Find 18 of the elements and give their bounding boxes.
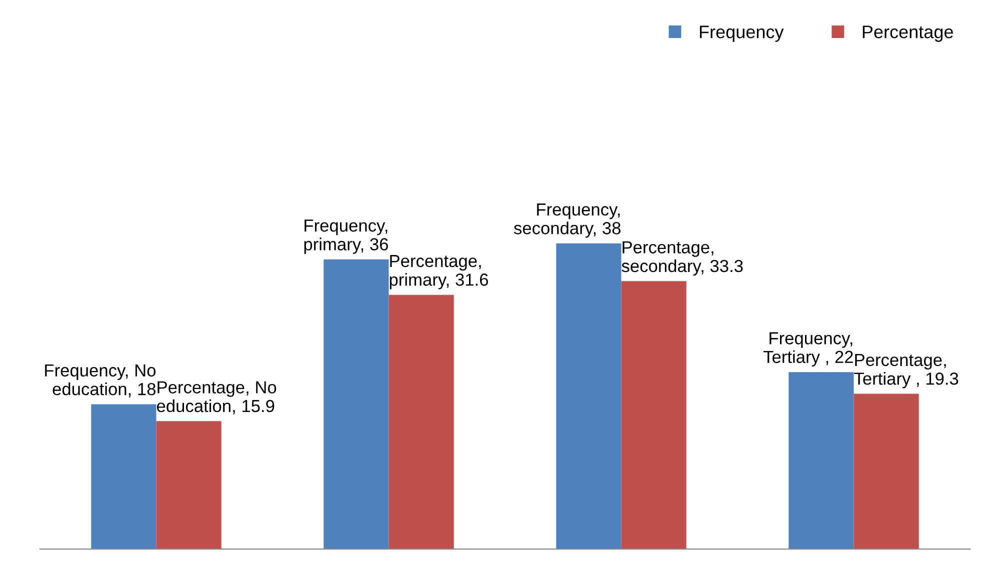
data-label: Percentage, No education, 15.9 (156, 381, 276, 414)
data-label: Percentage, Tertiary , 19.3 (854, 354, 958, 388)
bar (621, 281, 686, 550)
bar (388, 294, 454, 550)
data-label: Percentage, secondary, 33.3 (622, 241, 743, 276)
legend-label: Percentage (862, 26, 953, 42)
bar (156, 421, 222, 550)
bar (556, 243, 622, 550)
legend-label: Frequency (700, 26, 784, 42)
bar (324, 259, 389, 550)
data-label: Percentage, primary, 31.6 (390, 255, 488, 290)
data-label: Frequency, Tertiary , 22 (763, 332, 853, 367)
bar (91, 404, 156, 550)
bar (788, 372, 854, 550)
data-label: Frequency, primary, 36 (304, 220, 388, 254)
data-label: Frequency, secondary, 38 (514, 204, 621, 238)
bar (854, 394, 919, 550)
data-label: Frequency, No education, 18 (45, 364, 156, 398)
